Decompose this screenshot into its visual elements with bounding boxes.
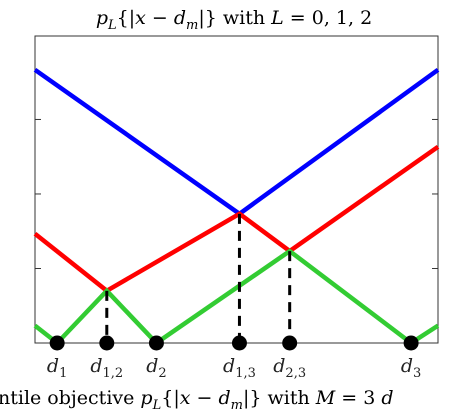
black-marker-2 — [148, 335, 164, 351]
red-series-line — [33, 144, 440, 294]
blue-series-line — [33, 67, 440, 217]
x-tick-label-5: d3 — [401, 355, 421, 381]
x-tick-label-2: d2 — [146, 355, 166, 381]
black-marker-0 — [49, 335, 65, 351]
black-marker-5 — [403, 335, 419, 351]
black-marker-3 — [231, 335, 247, 351]
x-tick-label-3: d1,3 — [223, 355, 256, 381]
x-tick-label-1: d1,2 — [90, 355, 123, 381]
chart-title: pL{|x − dm|} with L = 0, 1, 2 — [96, 7, 372, 33]
chart-caption: ntile objective pL{|x − dm|} with M = 3 … — [0, 387, 394, 410]
plot-area: d1 d1,2 d2 d1,3 d2,3 d3 — [33, 35, 440, 381]
black-marker-4 — [282, 335, 298, 351]
black-marker-1 — [99, 335, 115, 351]
green-series-line — [33, 248, 440, 347]
x-tick-label-4: d2,3 — [273, 355, 306, 381]
x-tick-label-0: d1 — [47, 355, 67, 381]
